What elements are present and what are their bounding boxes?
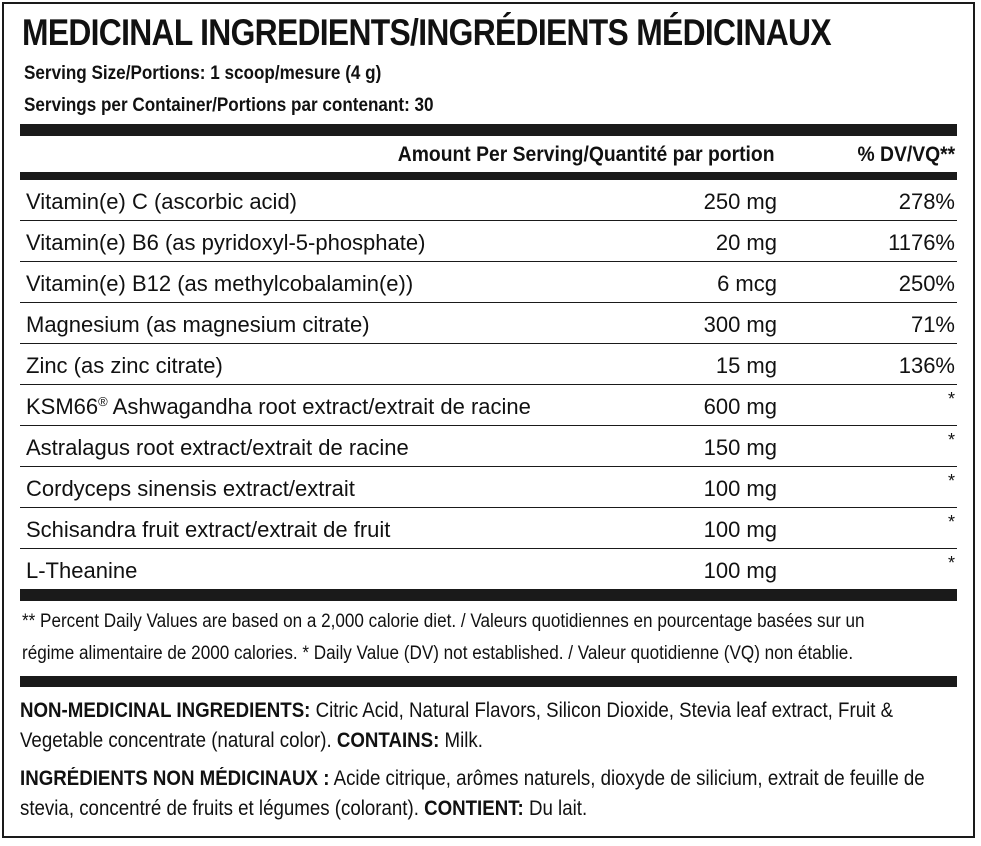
ingredient-dv: 278%: [898, 189, 955, 214]
ingredient-dv: *: [947, 553, 955, 573]
ingredient-name: KSM66® Ashwagandha root extract/extrait …: [26, 394, 531, 420]
ingredient-name: Astralagus root extract/extrait de racin…: [26, 435, 409, 460]
page-title: MEDICINAL INGREDIENTS/INGRÉDIENTS MÉDICI…: [22, 12, 832, 53]
header-dv: % DV/VQ**: [857, 143, 955, 166]
contains-label: CONTIENT:: [424, 797, 524, 820]
footnote-line: ** Percent Daily Values are based on a 2…: [22, 611, 865, 632]
ingredient-amount: 150 mg: [703, 435, 777, 460]
ingredient-amount: 100 mg: [703, 476, 777, 501]
ingredient-name-suffix: Ashwagandha root extract/extrait de raci…: [107, 394, 531, 419]
non-medicinal-label: NON-MEDICINAL INGREDIENTS:: [20, 699, 311, 722]
ingredient-dv: 71%: [910, 312, 955, 337]
footnote: ** Percent Daily Values are based on a 2…: [22, 606, 877, 670]
ingredient-dv: 250%: [898, 271, 955, 296]
footnote-line: régime alimentaire de 2000 calories. * D…: [22, 643, 854, 664]
divider-medium: [20, 172, 957, 179]
divider-thick: [20, 676, 957, 687]
ingredient-amount: 100 mg: [703, 558, 777, 583]
serving-size: Serving Size/Portions: 1 scoop/mesure (4…: [24, 63, 382, 84]
ingredient-amount: 250 mg: [703, 189, 777, 214]
ingredient-dv: *: [947, 430, 955, 450]
table-header: Amount Per Serving/Quantité par portion …: [20, 140, 957, 170]
non-medicinal-ingredients-en: NON-MEDICINAL INGREDIENTS: Citric Acid, …: [20, 696, 950, 756]
ingredient-name: Vitamin(e) B6 (as pyridoxyl-5-phosphate): [26, 230, 426, 255]
ingredient-dv: 136%: [898, 353, 955, 378]
ingredient-name: Schisandra fruit extract/extrait de frui…: [26, 517, 391, 542]
ingredient-dv: *: [947, 471, 955, 491]
contains-text: Milk.: [439, 729, 483, 752]
divider-thick: [20, 124, 957, 136]
table-row: Vitamin(e) C (ascorbic acid) 250 mg 278%: [20, 179, 957, 220]
ingredient-dv: *: [947, 389, 955, 409]
divider-thick: [20, 589, 957, 601]
table-row: Cordyceps sinensis extract/extrait 100 m…: [20, 466, 957, 507]
ingredient-amount: 20 mg: [715, 230, 777, 255]
ingredient-dv: *: [947, 512, 955, 532]
table-row: Astralagus root extract/extrait de racin…: [20, 425, 957, 466]
contains-label: CONTAINS:: [336, 729, 440, 752]
table-row: KSM66® Ashwagandha root extract/extrait …: [20, 384, 957, 425]
table-row: Schisandra fruit extract/extrait de frui…: [20, 507, 957, 548]
ingredient-name: Zinc (as zinc citrate): [26, 353, 223, 378]
ingredient-name: Vitamin(e) B12 (as methylcobalamin(e)): [26, 271, 414, 296]
ingredient-amount: 6 mcg: [717, 271, 777, 296]
ingredient-name: Magnesium (as magnesium citrate): [26, 312, 370, 337]
registered-mark: ®: [98, 394, 108, 409]
non-medicinal-label: INGRÉDIENTS NON MÉDICINAUX :: [20, 767, 330, 790]
table-row: Vitamin(e) B6 (as pyridoxyl-5-phosphate)…: [20, 220, 957, 261]
ingredient-name: Vitamin(e) C (ascorbic acid): [26, 189, 298, 214]
non-medicinal-text: Acide citrique, arômes naturels, dioxyde…: [20, 767, 925, 820]
ingredient-amount: 15 mg: [715, 353, 777, 378]
contains-text: Du lait.: [523, 797, 588, 820]
table-row: Magnesium (as magnesium citrate) 300 mg …: [20, 302, 957, 343]
ingredient-dv: 1176%: [888, 230, 955, 255]
non-medicinal-text: Citric Acid, Natural Flavors, Silicon Di…: [20, 699, 894, 752]
ingredient-amount: 300 mg: [703, 312, 777, 337]
servings-per-container: Servings per Container/Portions par cont…: [24, 95, 434, 116]
ingredient-name-prefix: KSM66: [26, 394, 99, 419]
non-medicinal-ingredients-fr: INGRÉDIENTS NON MÉDICINAUX : Acide citri…: [20, 764, 950, 824]
ingredient-name: Cordyceps sinensis extract/extrait: [26, 476, 355, 501]
ingredient-amount: 100 mg: [703, 517, 777, 542]
table-row: Zinc (as zinc citrate) 15 mg 136%: [20, 343, 957, 384]
table-row: L-Theanine 100 mg *: [20, 548, 957, 589]
header-amount: Amount Per Serving/Quantité par portion: [398, 143, 775, 166]
ingredient-name: L-Theanine: [26, 558, 138, 583]
ingredient-amount: 600 mg: [703, 394, 777, 419]
table-row: Vitamin(e) B12 (as methylcobalamin(e)) 6…: [20, 261, 957, 302]
